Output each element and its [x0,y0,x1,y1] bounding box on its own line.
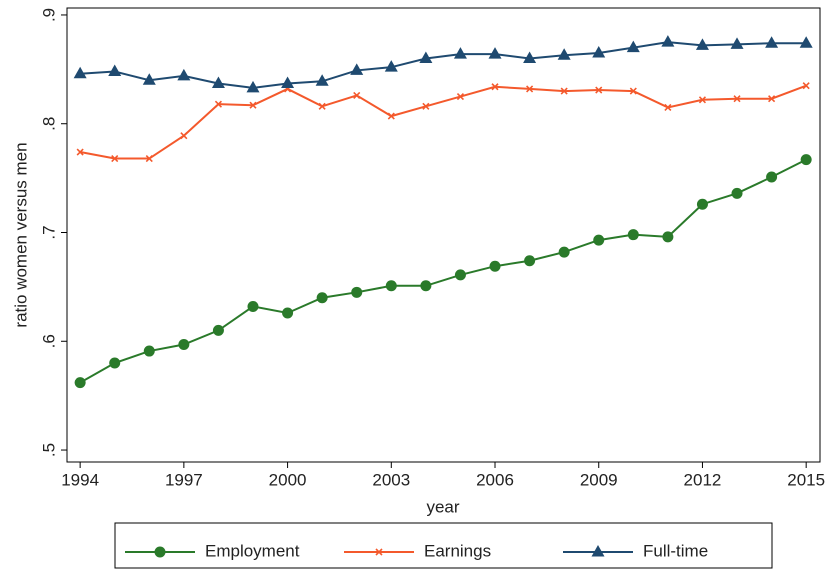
data-point [212,324,224,336]
legend-marker [591,545,605,557]
data-point [214,100,222,108]
data-point [247,300,259,312]
data-point [246,80,260,93]
data-point [387,112,395,120]
data-point [765,36,779,48]
x-tick-label: 1994 [61,470,99,489]
x-tick-label: 1997 [165,470,203,489]
x-tick-label: 2009 [580,470,618,489]
data-point [108,64,122,77]
data-point [662,231,674,243]
legend-marker [375,548,383,556]
data-point [384,60,398,72]
data-point [731,187,743,199]
legend-label: Earnings [424,541,491,560]
y-tick-label: .5 [39,443,58,457]
data-point [799,36,813,48]
data-point [456,92,465,101]
data-point [316,292,328,304]
data-point [489,260,501,272]
data-point [491,83,499,91]
data-point [629,87,637,95]
data-point [422,102,430,110]
data-point [800,154,812,166]
data-point [249,101,257,109]
data-point [698,96,707,104]
data-point [595,86,603,94]
data-point [768,95,776,103]
series-line [80,41,807,89]
data-point [523,51,537,63]
x-tick-label: 2012 [684,470,722,489]
data-point [281,76,295,88]
data-point [453,47,467,59]
data-point [74,377,86,389]
x-axis-label: year [426,497,459,516]
y-tick-label: .9 [39,8,58,22]
x-tick-label: 2006 [476,470,514,489]
data-point [558,246,570,258]
data-point [76,148,84,156]
data-point [420,280,432,292]
data-point [488,47,502,59]
data-point [111,154,119,163]
data-point [802,82,810,90]
data-point [592,46,606,58]
data-point [318,102,326,110]
legend-box [114,522,773,569]
series-line [79,158,807,384]
series-line [79,84,807,160]
data-point [730,37,744,49]
data-point [282,307,294,319]
x-tick-label: 2003 [372,470,410,489]
legend-marker [154,546,166,558]
data-point [145,154,153,163]
data-point [695,38,709,50]
data-point [177,68,191,81]
data-point [143,345,155,357]
data-point [526,85,534,93]
data-point [73,66,87,79]
y-tick-label: .6 [39,334,58,348]
data-point [351,286,363,298]
data-point [664,103,672,111]
data-point [627,229,639,241]
data-point [178,339,190,351]
y-tick-label: .7 [39,225,58,239]
data-point [766,171,778,183]
data-point [557,48,571,60]
data-point [385,280,397,292]
data-point [109,357,121,369]
data-point [350,63,364,75]
x-tick-label: 2000 [269,470,307,489]
data-point [560,87,568,95]
data-point [524,255,536,267]
data-point [353,91,361,100]
data-point [626,40,640,53]
data-point [454,269,466,281]
data-point [696,198,708,210]
y-axis-label: ratio women versus men [11,142,30,327]
data-point [180,132,188,140]
x-tick-label: 2015 [787,470,825,489]
legend-label: Full-time [643,541,708,560]
data-point [419,51,433,63]
data-point [142,73,156,85]
data-point [315,74,329,86]
data-point [733,95,741,103]
data-point [661,35,675,47]
plot-frame [66,7,821,463]
y-tick-label: .8 [39,117,58,131]
data-point [211,76,225,88]
legend-label: Employment [205,541,300,560]
data-point [593,234,605,246]
